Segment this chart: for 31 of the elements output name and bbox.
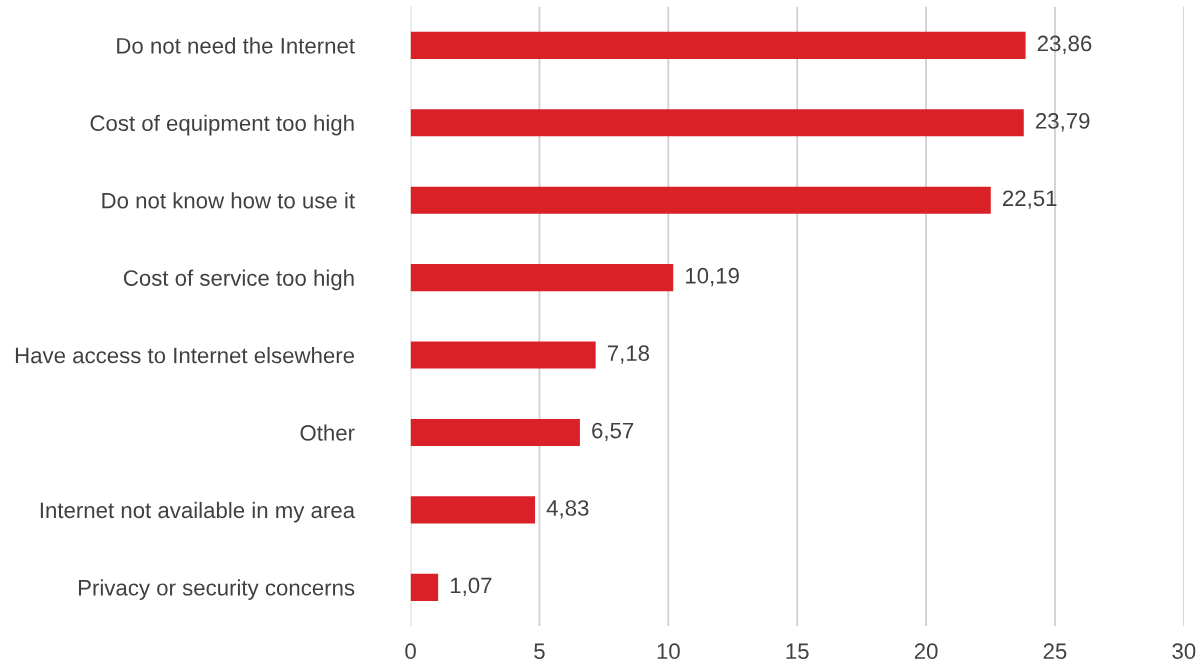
data-label: 1,07 xyxy=(450,577,492,596)
y-tick-label: Have access to Internet elsewhere xyxy=(15,347,355,364)
bar xyxy=(410,573,439,601)
x-tick-label: 5 xyxy=(534,643,545,660)
y-tick-label: Internet not available in my area xyxy=(40,501,356,523)
x-tick-label: 15 xyxy=(786,643,809,660)
bar xyxy=(410,264,674,292)
data-label: 10,19 xyxy=(686,267,739,287)
y-tick-label: Do not need the Internet xyxy=(117,37,355,54)
data-label: 23,79 xyxy=(1036,113,1090,132)
x-tick-label: 30 xyxy=(1172,643,1196,660)
y-tick-label: Cost of equipment too high xyxy=(90,114,354,136)
x-tick-label: 20 xyxy=(914,643,938,660)
data-label: 23,86 xyxy=(1037,35,1092,54)
y-tick-label: Do not know how to use it xyxy=(102,192,355,209)
bar xyxy=(410,418,580,447)
y-tick-label: Cost of service too high xyxy=(123,269,354,291)
y-tick-label: Other xyxy=(300,424,355,441)
bar xyxy=(410,31,1026,59)
data-label: 6,57 xyxy=(592,422,634,442)
bar xyxy=(410,186,991,214)
y-tick-label: Privacy or security concerns xyxy=(78,579,355,600)
bar xyxy=(410,341,596,369)
bar xyxy=(410,109,1024,137)
data-label: 4,83 xyxy=(546,500,589,519)
x-tick-label: 0 xyxy=(405,643,416,660)
x-tick-label: 25 xyxy=(1043,643,1067,660)
bar xyxy=(410,496,536,524)
data-label: 7,18 xyxy=(607,345,650,364)
x-tick-label: 10 xyxy=(657,643,680,660)
data-label: 22,51 xyxy=(1003,190,1057,209)
